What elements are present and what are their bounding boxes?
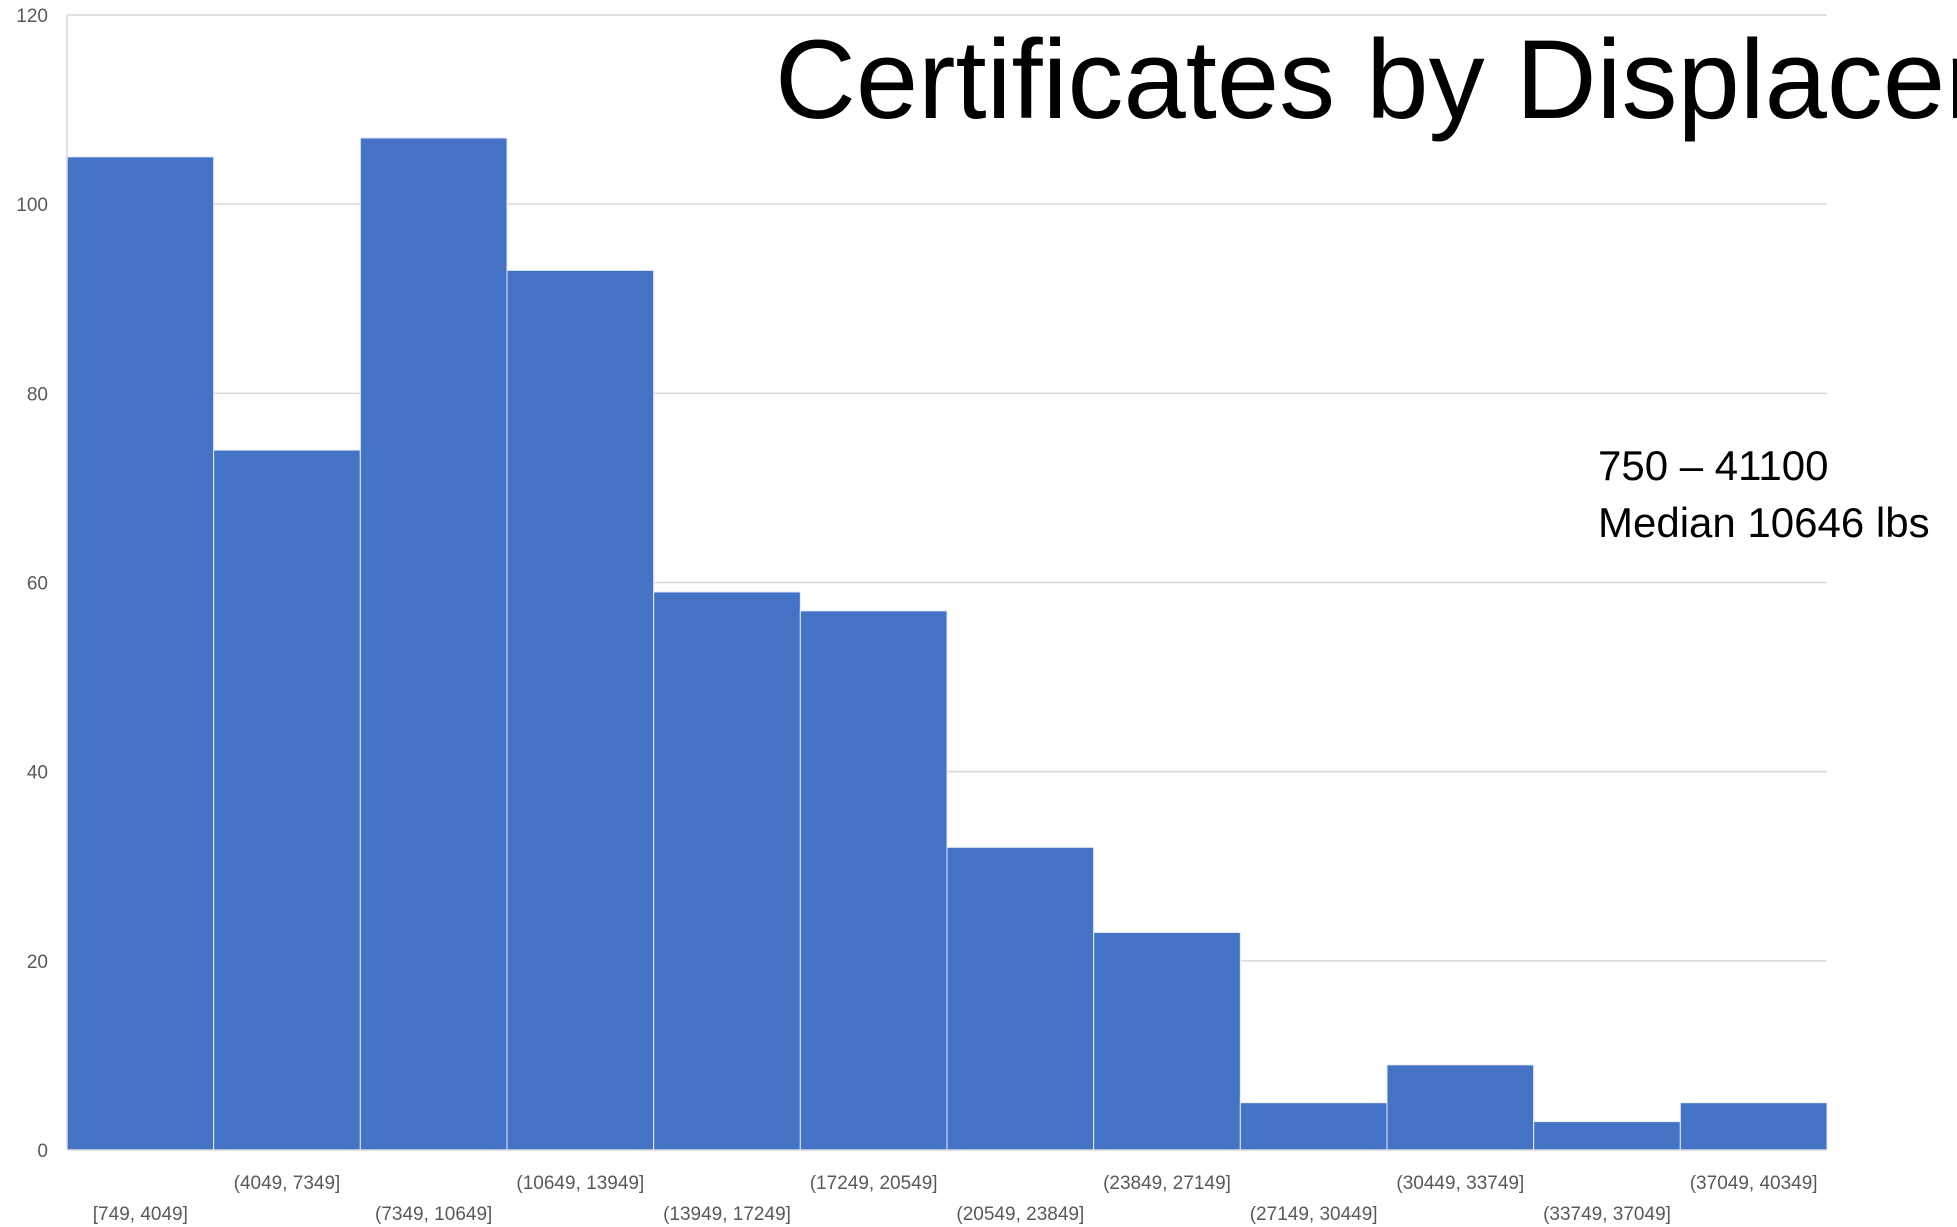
bar (506, 269, 655, 1151)
bars (66, 137, 1828, 1151)
bar (1239, 1102, 1388, 1151)
bar (946, 846, 1095, 1151)
y-tick-label: 100 (16, 195, 48, 216)
x-tick-label: (33749, 37049] (1543, 1204, 1671, 1225)
bar (359, 137, 508, 1151)
x-tick-label: (4049, 7349] (234, 1173, 341, 1194)
bar (1093, 931, 1241, 1151)
range-annotation: 750 – 41100 Median 10646 lbs (1598, 437, 1930, 551)
x-tick-label: (7349, 10649] (375, 1204, 492, 1225)
x-tick-label: (37049, 40349] (1690, 1173, 1818, 1194)
bar (213, 449, 361, 1151)
bar (1533, 1121, 1681, 1151)
x-tick-label: (20549, 23849] (956, 1204, 1084, 1225)
range-text: 750 – 41100 (1598, 442, 1829, 489)
x-tick-label: (23849, 27149] (1103, 1173, 1231, 1194)
x-tick-label: (17249, 20549] (810, 1173, 938, 1194)
x-axis-ticks: [749, 4049] (4049, 7349] (7349, 10649] (106… (93, 1173, 1818, 1225)
median-text: Median 10646 lbs (1598, 499, 1930, 546)
y-tick-label: 20 (27, 952, 48, 973)
bar (653, 591, 801, 1151)
y-tick-label: 60 (27, 574, 48, 595)
x-tick-label: [749, 4049] (93, 1204, 188, 1225)
bar (799, 610, 948, 1151)
bar (66, 156, 215, 1151)
y-tick-label: 120 (16, 6, 48, 27)
x-tick-label: (10649, 13949] (516, 1173, 644, 1194)
y-tick-label: 80 (27, 384, 48, 405)
x-tick-label: (30449, 33749] (1396, 1173, 1524, 1194)
chart-title: Certificates by Displacem (775, 17, 1957, 142)
y-tick-label: 0 (37, 1141, 48, 1162)
y-tick-label: 40 (27, 763, 48, 784)
x-tick-label: (13949, 17249] (663, 1204, 791, 1225)
bar (1386, 1064, 1535, 1151)
x-tick-label: (27149, 30449] (1250, 1204, 1378, 1225)
bar (1679, 1102, 1828, 1151)
y-axis-ticks: 0 20 40 60 80 100 120 (16, 6, 48, 1162)
